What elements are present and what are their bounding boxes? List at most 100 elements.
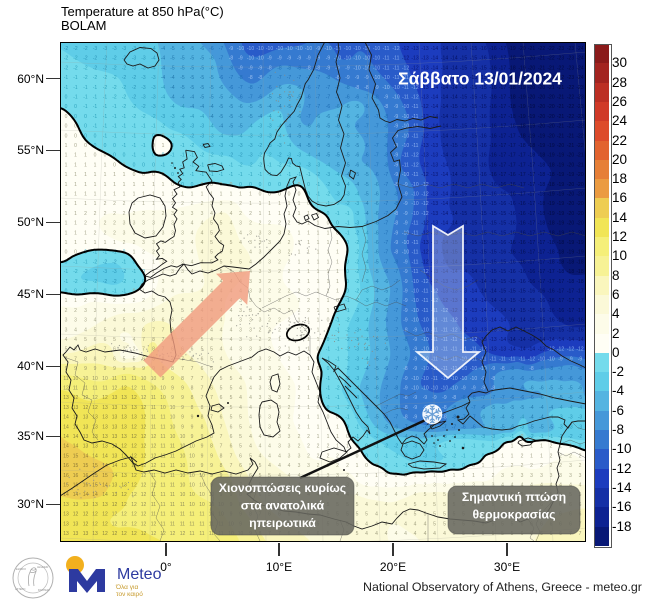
svg-text:-19: -19 [518, 85, 525, 91]
svg-text:-2: -2 [345, 366, 350, 372]
svg-text:-2: -2 [316, 172, 321, 178]
svg-text:-16: -16 [489, 75, 496, 81]
svg-text:-6: -6 [374, 172, 379, 178]
svg-text:13: 13 [121, 425, 127, 431]
svg-text:-4: -4 [267, 104, 272, 110]
svg-text:2: 2 [559, 463, 562, 469]
svg-text:12: 12 [141, 454, 147, 460]
svg-text:-21: -21 [557, 104, 564, 110]
svg-text:-17: -17 [538, 231, 545, 237]
svg-text:1: 1 [113, 182, 116, 188]
svg-text:4: 4 [259, 454, 262, 460]
svg-text:-22: -22 [567, 104, 574, 110]
svg-text:-14: -14 [479, 279, 486, 285]
svg-text:1: 1 [424, 473, 427, 479]
svg-text:4: 4 [191, 289, 194, 295]
svg-text:4: 4 [249, 386, 252, 392]
svg-text:-17: -17 [528, 201, 535, 207]
svg-text:8: 8 [201, 425, 204, 431]
svg-text:-2: -2 [355, 240, 360, 246]
svg-text:13: 13 [73, 405, 79, 411]
svg-text:2: 2 [307, 444, 310, 450]
svg-text:2: 2 [142, 211, 145, 217]
svg-text:-1: -1 [287, 172, 292, 178]
svg-text:14: 14 [63, 492, 69, 498]
svg-text:13: 13 [112, 492, 118, 498]
svg-text:2: 2 [540, 463, 543, 469]
svg-text:13: 13 [92, 531, 98, 537]
svg-text:4: 4 [414, 531, 417, 537]
svg-text:16: 16 [63, 463, 69, 469]
svg-text:12: 12 [121, 512, 127, 518]
svg-text:9: 9 [201, 434, 204, 440]
svg-text:-11: -11 [402, 153, 409, 159]
svg-text:-18: -18 [538, 201, 545, 207]
svg-text:3: 3 [278, 250, 281, 256]
svg-text:4: 4 [191, 250, 194, 256]
svg-text:-14: -14 [508, 328, 515, 334]
svg-text:6: 6 [249, 473, 252, 479]
svg-text:13: 13 [102, 434, 108, 440]
svg-text:6: 6 [210, 386, 213, 392]
svg-text:-3: -3 [112, 269, 117, 275]
svg-text:2: 2 [298, 386, 301, 392]
svg-text:-15: -15 [470, 56, 477, 62]
svg-text:-14: -14 [460, 75, 467, 81]
svg-text:3: 3 [239, 337, 242, 343]
svg-text:1: 1 [569, 444, 572, 450]
svg-text:-17: -17 [528, 250, 535, 256]
svg-text:-3: -3 [248, 143, 253, 149]
svg-text:14: 14 [92, 492, 98, 498]
svg-text:-6: -6 [345, 114, 350, 120]
svg-text:-7: -7 [374, 143, 379, 149]
svg-text:-5: -5 [209, 95, 214, 101]
svg-text:-5: -5 [200, 85, 205, 91]
svg-text:6: 6 [239, 463, 242, 469]
svg-text:-16: -16 [508, 269, 515, 275]
svg-text:-15: -15 [489, 250, 496, 256]
svg-text:10: 10 [189, 454, 195, 460]
svg-text:4: 4 [201, 298, 204, 304]
svg-text:2: 2 [84, 211, 87, 217]
svg-text:-24: -24 [576, 56, 583, 62]
svg-text:-1: -1 [103, 114, 108, 120]
svg-text:1: 1 [152, 279, 155, 285]
svg-text:-3: -3 [558, 415, 563, 421]
svg-text:1: 1 [74, 163, 77, 169]
svg-text:1: 1 [346, 444, 349, 450]
svg-text:-20: -20 [538, 104, 545, 110]
svg-text:1: 1 [414, 473, 417, 479]
svg-text:-2: -2 [578, 434, 583, 440]
svg-text:1: 1 [530, 454, 533, 460]
svg-text:-1: -1 [471, 454, 476, 460]
svg-text:10: 10 [199, 483, 205, 489]
svg-text:1: 1 [482, 473, 485, 479]
svg-text:0: 0 [249, 182, 252, 188]
svg-text:-14: -14 [528, 347, 535, 353]
svg-text:-14: -14 [470, 289, 477, 295]
svg-text:-2: -2 [103, 56, 108, 62]
svg-text:-16: -16 [489, 163, 496, 169]
svg-text:-12: -12 [547, 347, 554, 353]
svg-text:-10: -10 [247, 56, 254, 62]
svg-text:4: 4 [104, 318, 107, 324]
svg-text:-14: -14 [450, 153, 457, 159]
svg-text:6: 6 [94, 337, 97, 343]
svg-text:9: 9 [191, 415, 194, 421]
svg-text:-18: -18 [576, 260, 583, 266]
svg-text:-3: -3 [141, 56, 146, 62]
svg-text:-7: -7 [277, 75, 282, 81]
svg-text:1: 1 [492, 454, 495, 460]
svg-text:-2: -2 [122, 104, 127, 110]
svg-text:-14: -14 [431, 124, 438, 130]
svg-text:14: 14 [63, 425, 69, 431]
svg-text:-3: -3 [520, 425, 525, 431]
svg-text:1: 1 [84, 192, 87, 198]
svg-text:0: 0 [65, 124, 68, 130]
svg-text:4: 4 [201, 289, 204, 295]
svg-text:-10: -10 [411, 318, 418, 324]
svg-text:-1: -1 [112, 250, 117, 256]
svg-text:10: 10 [199, 492, 205, 498]
svg-text:2: 2 [307, 308, 310, 314]
svg-text:0: 0 [142, 172, 145, 178]
